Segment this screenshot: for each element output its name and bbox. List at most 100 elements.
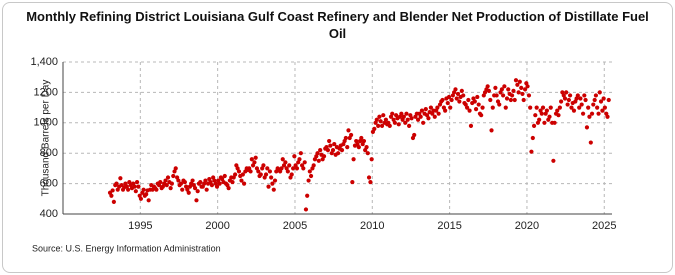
data-point	[154, 187, 159, 192]
data-point	[423, 107, 428, 112]
data-point	[459, 88, 464, 93]
data-point	[171, 173, 176, 179]
data-point	[567, 93, 573, 98]
data-point	[548, 105, 553, 110]
data-point	[328, 143, 333, 148]
data-point	[279, 166, 284, 171]
data-point	[132, 184, 137, 189]
data-point	[464, 105, 470, 110]
data-point	[233, 172, 238, 177]
data-point	[236, 169, 242, 174]
data-point	[598, 99, 604, 104]
data-point	[204, 187, 209, 192]
data-point	[504, 96, 510, 101]
data-point	[249, 157, 254, 162]
data-point	[539, 111, 544, 116]
data-point	[601, 96, 606, 101]
data-point	[586, 105, 591, 110]
data-point	[454, 96, 459, 101]
data-point	[578, 96, 583, 101]
data-point	[306, 178, 311, 183]
data-point	[263, 172, 269, 177]
data-point	[588, 140, 593, 145]
data-point	[111, 199, 116, 204]
data-point	[248, 169, 253, 174]
data-point	[476, 102, 481, 107]
data-point	[587, 114, 592, 119]
data-point	[261, 163, 266, 168]
data-point	[301, 166, 306, 171]
data-point	[291, 166, 296, 171]
data-point	[194, 198, 199, 203]
data-point	[602, 105, 607, 110]
data-point	[596, 111, 601, 116]
x-tick-label: 2015	[437, 220, 461, 232]
data-point	[292, 154, 297, 159]
data-point	[351, 157, 356, 162]
data-point	[361, 138, 367, 144]
data-point	[519, 85, 524, 90]
data-point	[346, 128, 351, 133]
data-point	[506, 87, 511, 92]
data-point	[315, 151, 320, 156]
data-point	[592, 97, 597, 103]
data-point	[253, 155, 258, 160]
data-point	[350, 179, 355, 185]
data-point	[552, 120, 557, 125]
data-point	[198, 179, 203, 185]
data-point	[222, 173, 227, 179]
data-point	[126, 187, 131, 192]
data-point	[311, 163, 316, 168]
data-point	[559, 99, 564, 104]
data-point	[327, 138, 332, 144]
data-point	[516, 90, 521, 95]
data-point	[332, 141, 337, 147]
data-point	[186, 190, 191, 195]
data-point	[515, 82, 520, 87]
data-point	[503, 105, 508, 110]
data-point	[566, 97, 571, 103]
data-point	[239, 178, 244, 183]
data-point	[283, 160, 288, 165]
data-point	[381, 113, 386, 118]
data-point	[486, 88, 492, 93]
data-point	[509, 93, 515, 98]
data-point	[508, 97, 513, 103]
y-tick-label: 1,400	[30, 56, 58, 68]
data-point	[521, 97, 526, 103]
data-point	[513, 78, 519, 83]
data-point	[449, 97, 454, 103]
data-point	[165, 175, 171, 180]
data-point	[265, 166, 270, 171]
data-point	[336, 151, 341, 156]
data-point	[303, 207, 309, 212]
x-tick-label: 2020	[515, 220, 539, 232]
data-point	[428, 105, 434, 110]
data-point	[490, 105, 495, 110]
data-point	[173, 166, 178, 171]
data-point	[493, 85, 498, 90]
data-point	[369, 157, 374, 162]
data-point	[203, 178, 208, 183]
data-point	[582, 93, 587, 98]
data-point	[267, 169, 273, 174]
data-point	[457, 99, 462, 104]
data-point	[473, 107, 479, 112]
data-point	[190, 178, 195, 183]
data-point	[269, 175, 274, 180]
data-point	[343, 135, 348, 141]
data-point	[298, 151, 303, 156]
data-point	[485, 84, 490, 89]
source-note: Source: U.S. Energy Information Administ…	[32, 243, 221, 253]
data-point	[577, 105, 582, 110]
data-point	[195, 189, 200, 194]
data-point	[217, 181, 222, 186]
data-point	[158, 179, 163, 185]
data-point	[399, 111, 404, 116]
data-point	[302, 160, 307, 165]
data-point	[192, 186, 198, 191]
data-point	[294, 166, 300, 171]
data-point	[530, 135, 535, 141]
data-point	[466, 97, 471, 103]
data-point	[479, 113, 484, 118]
